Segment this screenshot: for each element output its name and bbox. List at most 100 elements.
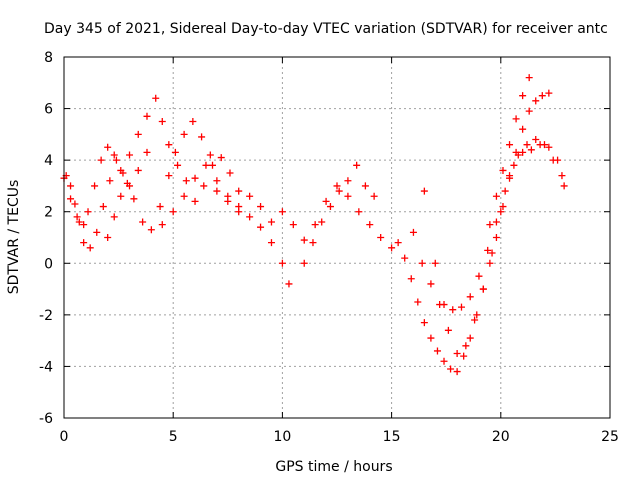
data-point	[538, 92, 546, 100]
data-point	[440, 357, 448, 365]
data-point	[213, 187, 221, 195]
data-point	[86, 244, 94, 252]
data-point	[110, 213, 118, 221]
series-track-c	[104, 154, 243, 241]
data-point	[182, 177, 190, 185]
data-point	[285, 280, 293, 288]
data-point	[506, 141, 514, 149]
series-track-i	[420, 141, 568, 314]
data-point	[246, 213, 254, 221]
data-point	[523, 141, 531, 149]
data-point	[143, 112, 151, 120]
data-point	[388, 244, 396, 252]
data-point	[147, 226, 155, 234]
series-track-h	[409, 136, 566, 358]
data-point	[532, 136, 540, 144]
data-point	[433, 347, 441, 355]
y-tick-label: 6	[44, 102, 53, 118]
data-point	[158, 221, 166, 229]
data-point	[449, 306, 457, 314]
data-point	[519, 92, 527, 100]
data-point	[174, 161, 182, 169]
data-point	[492, 234, 500, 241]
data-point	[134, 130, 142, 138]
data-point	[246, 192, 254, 200]
data-point	[106, 177, 114, 185]
series-track-j	[486, 74, 533, 229]
y-tick-label: 4	[44, 153, 53, 169]
data-point	[440, 301, 448, 309]
data-point	[486, 221, 494, 229]
data-point	[104, 234, 112, 241]
data-point	[484, 246, 492, 254]
x-axis-title: GPS time / hours	[275, 459, 392, 475]
data-point	[165, 141, 173, 149]
data-point	[414, 298, 422, 306]
data-point	[139, 218, 147, 226]
data-point	[130, 195, 138, 203]
data-point	[431, 259, 439, 267]
data-point	[545, 143, 553, 151]
data-point	[143, 148, 151, 156]
data-point	[418, 259, 426, 267]
data-point	[536, 141, 544, 149]
series-track-g	[394, 89, 553, 376]
data-point	[447, 365, 455, 373]
y-axis-title: SDTVAR / TECUs	[6, 180, 22, 295]
data-point	[158, 117, 166, 125]
data-point	[289, 221, 297, 229]
data-point	[217, 154, 225, 162]
ticks-layer	[63, 56, 611, 419]
data-point	[453, 350, 461, 358]
data-point	[224, 197, 232, 205]
data-point	[235, 187, 243, 195]
tick-labels-layer: 0 5 10 15 20 25 -6 -4 -2 0 2 4 6 8	[39, 50, 619, 445]
data-point	[492, 192, 500, 200]
data-point	[171, 148, 179, 156]
data-point	[209, 161, 217, 169]
data-point	[300, 259, 308, 267]
data-point	[278, 259, 286, 267]
data-point	[93, 228, 101, 236]
data-point	[355, 208, 363, 216]
x-tick-label: 10	[273, 429, 291, 445]
data-point	[420, 187, 428, 195]
data-point	[75, 218, 83, 226]
data-point	[361, 182, 369, 190]
data-point	[560, 182, 568, 190]
y-tick-label: 2	[44, 205, 53, 221]
data-point	[80, 221, 88, 229]
data-point	[318, 218, 326, 226]
data-point	[134, 166, 142, 174]
data-point	[333, 182, 341, 190]
series-track-a	[60, 94, 214, 229]
data-point	[206, 151, 214, 159]
data-point	[499, 203, 507, 211]
grid-layer	[64, 57, 610, 418]
data-point	[506, 172, 514, 180]
data-point	[191, 197, 199, 205]
data-point	[366, 221, 374, 229]
data-point	[497, 208, 505, 216]
data-point	[257, 203, 265, 211]
x-tick-label: 25	[601, 429, 619, 445]
data-point	[71, 200, 79, 208]
data-point	[471, 316, 479, 324]
chart-title: Day 345 of 2021, Sidereal Day-to-day VTE…	[44, 21, 608, 37]
data-point	[545, 89, 553, 97]
series-track-d	[158, 161, 293, 288]
series-track-b	[62, 148, 151, 252]
data-point	[267, 218, 275, 226]
x-tick-label: 15	[383, 429, 401, 445]
data-point	[499, 166, 507, 174]
y-tick-label: -2	[39, 308, 53, 324]
y-tick-label: 0	[44, 256, 53, 272]
data-point	[525, 74, 533, 82]
data-point	[512, 115, 520, 123]
data-point	[466, 293, 474, 301]
data-point	[169, 208, 177, 216]
data-point	[117, 192, 125, 200]
data-point	[488, 249, 496, 257]
data-point	[67, 182, 75, 190]
